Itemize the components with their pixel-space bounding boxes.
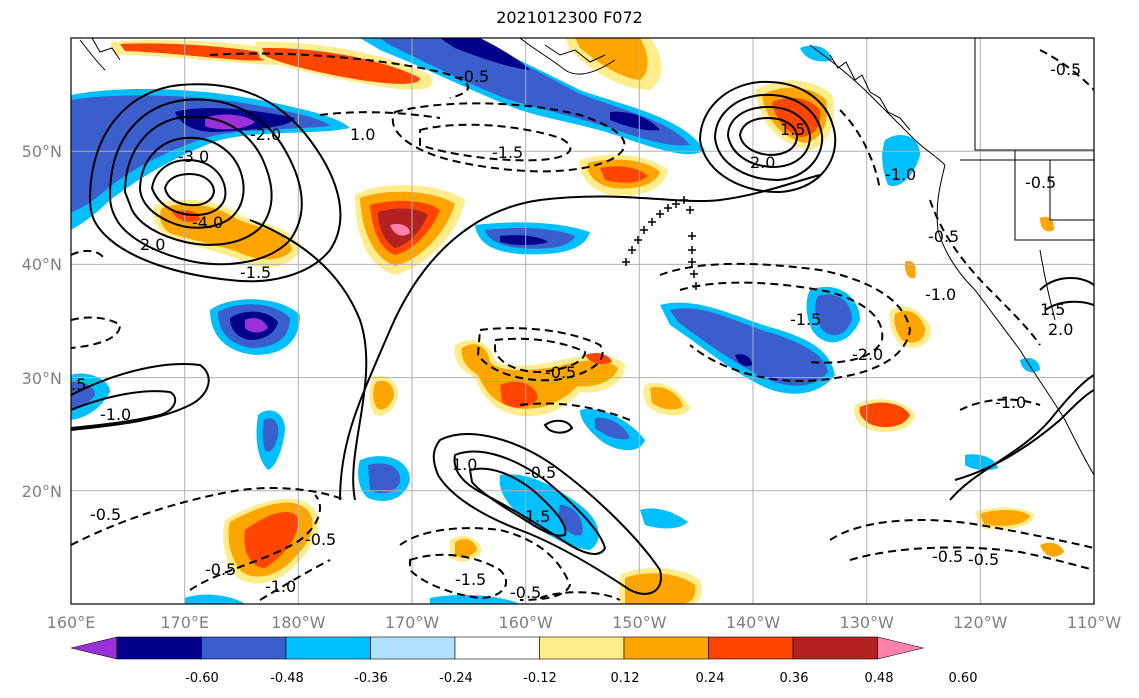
colorbar-tick-label: -0.12 <box>523 671 557 686</box>
contour-label: -0.5 <box>545 363 576 382</box>
latitude-ticks: 20°N 30°N 40°N 50°N <box>22 142 62 501</box>
colorbar-segment <box>454 636 540 660</box>
lon-tick-label: 160°W <box>499 613 554 632</box>
contour-label: -1.5 <box>240 263 271 282</box>
contour-label: 2.0 <box>140 235 165 254</box>
contour-label: -2.0 <box>852 345 883 364</box>
contour-label: 1.5 <box>525 507 550 526</box>
contour-label: -3.0 <box>178 147 209 166</box>
colorbar-tick-label: -0.24 <box>439 671 473 686</box>
colorbar-tick-label: -0.60 <box>185 671 219 686</box>
lat-tick-label: 30°N <box>22 369 62 388</box>
contour-label: -0.5 <box>205 560 236 579</box>
colorbar-segment <box>708 636 794 660</box>
lon-tick-label: 120°W <box>953 613 1008 632</box>
contour-label: -0.5 <box>510 583 541 602</box>
contour-label: -0.5 <box>1050 60 1081 79</box>
colorbar-segment <box>370 636 456 660</box>
contour-label: -1.0 <box>265 577 296 596</box>
colorbar: -0.60 -0.48 -0.36 -0.24 -0.12 0.12 0.24 … <box>70 636 977 686</box>
contour-label: -0.5 <box>968 550 999 569</box>
lat-tick-label: 50°N <box>22 142 62 161</box>
lon-tick-label: 130°W <box>840 613 895 632</box>
contour-label: -1.0 <box>925 285 956 304</box>
colorbar-segment <box>877 636 924 660</box>
colorbar-tick-label: -0.48 <box>270 671 304 686</box>
contour-label: -0.5 <box>458 67 489 86</box>
contour-label: 2.0 <box>750 153 775 172</box>
solid-contours <box>71 80 1094 595</box>
colorbar-tick-label: 0.48 <box>865 671 894 686</box>
colorbar-segment <box>792 636 878 660</box>
contour-label: -1.0 <box>100 405 131 424</box>
lon-tick-label: 170°E <box>160 613 209 632</box>
contour-label: 1.5 <box>780 120 805 139</box>
plus-markers <box>622 196 700 290</box>
contour-label: 1.0 <box>452 455 477 474</box>
colorbar-segment <box>539 636 625 660</box>
contour-label: -0.5 <box>1025 173 1056 192</box>
colorbar-tick-label: 0.36 <box>780 671 809 686</box>
colorbar-segment <box>285 636 371 660</box>
longitude-ticks: 160°E 170°E 180°W 170°W 160°W 150°W 140°… <box>47 613 1122 632</box>
lon-tick-label: 180°W <box>271 613 326 632</box>
contour-label: -0.5 <box>928 227 959 246</box>
map-frame <box>70 37 1095 605</box>
colorbar-tick-label: 0.24 <box>696 671 725 686</box>
contour-labels: -0.5 1.0 -1.5 -3.0 -4.0 2.0 -1.5 2.0 1.5… <box>71 60 1081 602</box>
contour-label: -2.0 <box>250 125 281 144</box>
contour-label: 2.0 <box>1048 320 1073 339</box>
coastlines <box>79 38 1094 476</box>
lat-tick-label: 40°N <box>22 255 62 274</box>
contour-label: -1.0 <box>995 393 1026 412</box>
colorbar-tick-label: 0.12 <box>611 671 640 686</box>
contour-label: -0.5 <box>90 505 121 524</box>
colorbar-segment <box>201 636 287 660</box>
dashed-contours <box>71 49 1094 601</box>
contour-label: -1.5 <box>492 143 523 162</box>
contour-label: -0.5 <box>932 547 963 566</box>
contour-label: .5 <box>71 375 86 394</box>
map-title: 2021012300 F072 <box>496 8 643 27</box>
contour-label: -1.5 <box>790 310 821 329</box>
colorbar-segment <box>70 636 118 660</box>
contour-label: -1.0 <box>885 165 916 184</box>
contour-label: -0.5 <box>305 530 336 549</box>
colorbar-segment <box>623 636 709 660</box>
positive-anomaly-shading <box>110 38 1064 604</box>
lon-tick-label: 110°W <box>1067 613 1122 632</box>
colorbar-segments <box>70 636 924 660</box>
contour-label: -1.5 <box>455 570 486 589</box>
contour-label: -0.5 <box>525 463 556 482</box>
colorbar-tick-label: -0.36 <box>354 671 388 686</box>
negative-anomaly-shading <box>71 38 1040 604</box>
colorbar-tick-label: 0.60 <box>949 671 978 686</box>
lon-tick-label: 160°E <box>47 613 96 632</box>
lon-tick-label: 170°W <box>385 613 440 632</box>
contour-label: 1.0 <box>350 125 375 144</box>
lon-tick-label: 140°W <box>726 613 781 632</box>
contour-label: -4.0 <box>192 213 223 232</box>
colorbar-ticks: -0.60 -0.48 -0.36 -0.24 -0.12 0.12 0.24 … <box>185 671 977 686</box>
lat-tick-label: 20°N <box>22 482 62 501</box>
colorbar-segment <box>116 636 202 660</box>
lon-tick-label: 150°W <box>612 613 667 632</box>
contour-label: 1.5 <box>1040 300 1065 319</box>
map-grid <box>71 38 1094 604</box>
